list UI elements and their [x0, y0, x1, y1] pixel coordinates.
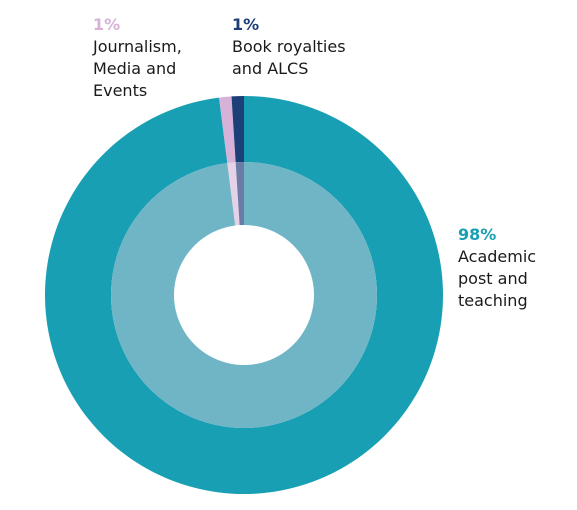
- percent-label: 1%: [232, 15, 260, 34]
- inner-slice: [227, 162, 240, 226]
- outer-slice: [45, 96, 443, 495]
- slice-label: 1% Book royalties and ALCS: [232, 14, 367, 80]
- category-label: Book royalties and ALCS: [232, 37, 346, 78]
- percent-label: 1%: [93, 15, 121, 34]
- inner-slice: [111, 162, 377, 428]
- outer-slice: [219, 96, 236, 164]
- slice-label: 1% Journalism, Media and Events: [93, 14, 193, 102]
- percent-label: 98%: [458, 225, 497, 244]
- category-label: Journalism, Media and Events: [93, 37, 182, 100]
- category-label: Academic post and teaching: [458, 247, 537, 310]
- slice-label: 98% Academic post and teaching: [458, 224, 553, 312]
- outer-slice: [231, 96, 244, 163]
- inner-slice: [235, 162, 244, 226]
